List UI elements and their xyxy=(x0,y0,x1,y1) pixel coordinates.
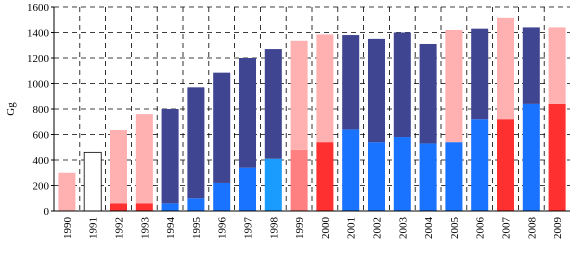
y-tick-label: 200 xyxy=(33,181,50,193)
bar-segment xyxy=(496,119,515,211)
x-tick-label: 2007 xyxy=(501,217,513,240)
x-tick-label: 2001 xyxy=(346,217,358,239)
bar-segment xyxy=(109,130,128,204)
x-tick-label: 1990 xyxy=(62,217,74,240)
bar-segment xyxy=(109,203,128,211)
y-tick-label: 400 xyxy=(33,155,50,167)
bar-segment xyxy=(264,49,282,159)
bar-segment xyxy=(83,151,102,212)
bar-segment xyxy=(316,34,334,143)
bar-segment xyxy=(187,198,205,211)
bar-segment xyxy=(316,142,334,211)
bar-segment xyxy=(522,103,540,211)
bar-segment xyxy=(445,142,463,211)
x-tick-label: 1993 xyxy=(139,217,151,240)
bar-segment xyxy=(496,17,515,120)
bar-segment xyxy=(367,38,386,143)
bar-segment xyxy=(187,87,205,199)
x-tick-label: 1997 xyxy=(243,217,255,240)
x-tick-label: 2006 xyxy=(475,217,487,240)
y-tick-label: 600 xyxy=(33,130,50,142)
bar-segment xyxy=(58,172,76,211)
bar-segment xyxy=(342,129,360,211)
x-tick-label: 2000 xyxy=(320,217,332,240)
bar-segment xyxy=(342,35,360,130)
bar-segment xyxy=(419,143,437,211)
bar-segment xyxy=(238,167,257,211)
bar-segment xyxy=(290,149,308,211)
x-tick-label: 2005 xyxy=(449,217,461,240)
y-tick-label: 1000 xyxy=(27,79,50,91)
x-tick-label: 1995 xyxy=(191,217,203,240)
x-tick-label: 1998 xyxy=(268,217,280,240)
y-tick-label: 0 xyxy=(44,206,50,218)
bar-segment xyxy=(522,27,540,104)
bar-segment xyxy=(213,72,231,183)
bar-segment xyxy=(548,27,566,104)
bar-segment xyxy=(471,119,489,211)
bar-segment xyxy=(393,32,411,138)
bar-segment xyxy=(213,182,231,211)
bar-segment xyxy=(135,203,153,211)
x-tick-label: 2004 xyxy=(423,217,435,240)
bar-segment xyxy=(264,158,282,211)
bar-segment xyxy=(290,40,308,150)
bar-segment xyxy=(135,114,153,204)
x-tick-label: 1992 xyxy=(114,217,126,239)
x-tick-label: 1991 xyxy=(88,217,100,239)
bar-segment xyxy=(548,103,566,211)
bar-segment xyxy=(445,29,463,143)
x-tick-label: 1996 xyxy=(217,217,229,240)
bar-segment xyxy=(238,58,257,168)
y-tick-label: 1400 xyxy=(27,28,50,40)
bar-segment xyxy=(471,28,489,120)
y-tick-label: 800 xyxy=(33,104,50,116)
y-axis-label: Gg xyxy=(5,102,17,116)
bar-segment xyxy=(367,142,386,211)
y-tick-label: 1200 xyxy=(27,53,50,65)
x-tick-label: 1994 xyxy=(165,217,177,240)
y-tick-label: 1600 xyxy=(27,2,50,14)
x-tick-label: 2008 xyxy=(526,217,538,240)
bar-segment xyxy=(161,109,179,204)
x-tick-label: 2009 xyxy=(552,217,564,240)
bar-segment xyxy=(161,203,179,211)
x-tick-label: 2003 xyxy=(397,217,409,240)
bar-segment xyxy=(393,137,411,211)
x-tick-label: 2002 xyxy=(372,217,384,239)
bar-segment xyxy=(419,43,437,144)
x-tick-label: 1999 xyxy=(294,217,306,240)
